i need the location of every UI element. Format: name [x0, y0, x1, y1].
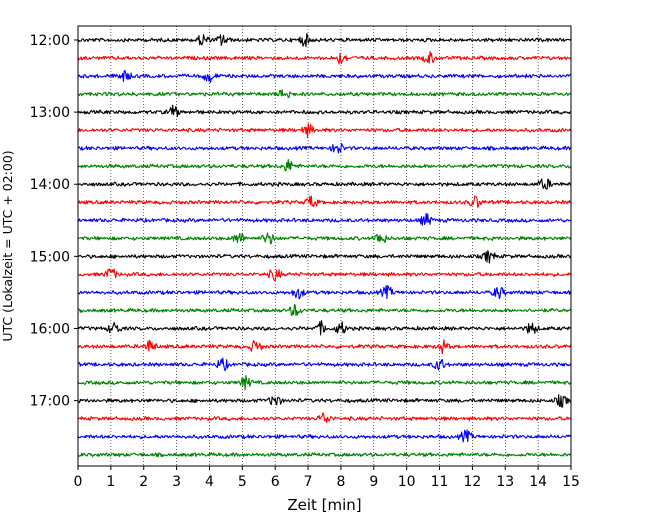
x-tick-label: 12	[463, 474, 481, 490]
seismogram-trace-1630	[77, 357, 572, 372]
seismogram-trace-1400	[77, 178, 572, 190]
seismogram-trace-1530	[77, 284, 572, 300]
seismogram-trace-1500	[77, 250, 572, 264]
x-tick-label: 14	[529, 474, 547, 490]
x-tick-label: 0	[74, 474, 83, 490]
seismogram-trace-1745	[77, 452, 572, 458]
x-axis-ticks: 0 1 2 3 4 5 6 7 8 9 10 11 12 13 14 15	[74, 466, 580, 490]
y-axis-ticks: 12:00 13:00 14:00 15:00 16:00 17:00	[30, 33, 78, 410]
seismogram-trace-1715	[77, 412, 572, 424]
seismogram-trace-1700	[77, 394, 572, 408]
y-tick-label: 13:00	[30, 105, 70, 121]
y-tick-label: 17:00	[30, 394, 70, 410]
x-tick-label: 3	[172, 474, 181, 490]
seismogram-trace-1245	[77, 89, 572, 99]
seismogram-trace-1300	[77, 104, 572, 118]
y-tick-label: 15:00	[30, 249, 70, 265]
plot-frame	[77, 25, 572, 467]
x-tick-label: 2	[139, 474, 148, 490]
seismogram-trace-1415	[77, 195, 572, 208]
seismogram-traces	[77, 33, 572, 458]
y-tick-label: 12:00	[30, 33, 70, 49]
x-tick-label: 11	[431, 474, 449, 490]
seismogram-trace-1215	[77, 50, 572, 65]
seismogram-trace-1445	[77, 232, 572, 245]
seismogram-trace-1345	[77, 159, 572, 172]
y-tick-label: 16:00	[30, 321, 70, 337]
seismogram-trace-1545	[77, 303, 572, 317]
seismogram-trace-1515	[77, 268, 572, 282]
x-tick-label: 4	[205, 474, 214, 490]
seismogram-trace-1315	[77, 123, 572, 139]
x-tick-label: 7	[304, 474, 313, 490]
seismogram-trace-1430	[77, 212, 572, 226]
seismogram-trace-1600	[77, 320, 572, 336]
grid-lines	[110, 26, 539, 466]
seismogram-trace-1230	[77, 69, 572, 84]
x-tick-label: 10	[398, 474, 416, 490]
x-tick-label: 15	[562, 474, 580, 490]
x-tick-label: 8	[336, 474, 345, 490]
x-tick-label: 1	[106, 474, 115, 490]
y-axis-label: UTC (Lokalzeit = UTC + 02:00)	[0, 150, 15, 341]
seismogram-trace-1730	[77, 429, 572, 443]
seismogram-trace-1200	[77, 33, 572, 48]
x-tick-label: 9	[369, 474, 378, 490]
x-tick-label: 6	[271, 474, 280, 490]
seismogram-trace-1615	[77, 339, 572, 355]
x-tick-label: 5	[238, 474, 247, 490]
seismogram-trace-1645	[77, 374, 572, 391]
x-tick-label: 13	[496, 474, 514, 490]
y-tick-label: 14:00	[30, 177, 70, 193]
x-axis-label: Zeit [min]	[287, 496, 361, 514]
seismogram-trace-1330	[77, 142, 572, 154]
